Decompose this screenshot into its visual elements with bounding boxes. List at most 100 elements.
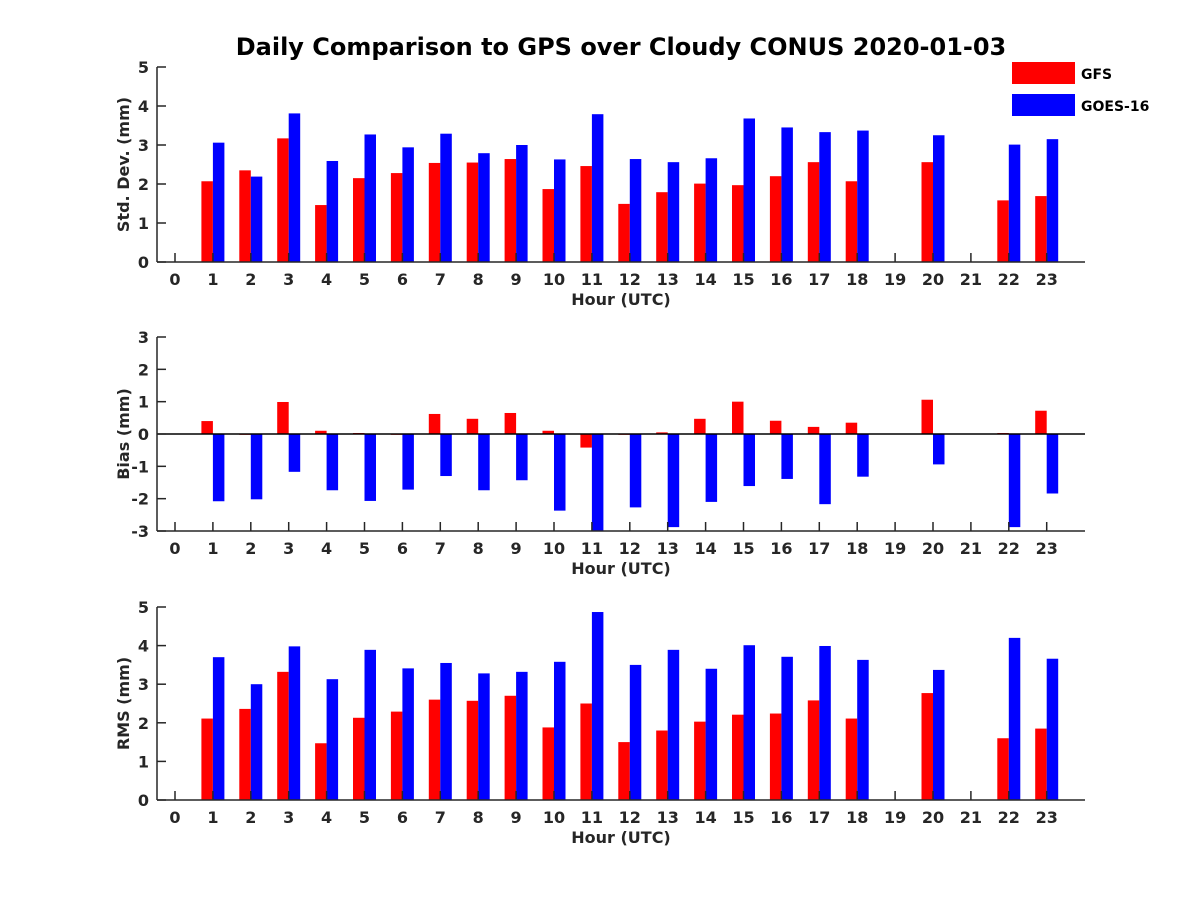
x-tick-label: 12 bbox=[619, 808, 641, 827]
bar-gfs-3 bbox=[277, 138, 289, 262]
y-tick-label: 4 bbox=[138, 97, 149, 116]
bar-gfs-1 bbox=[201, 718, 213, 800]
x-tick-label: 13 bbox=[657, 270, 679, 289]
x-tick-label: 3 bbox=[283, 808, 294, 827]
y-axis-label: RMS (mm) bbox=[114, 657, 133, 750]
bar-goes-16-12 bbox=[629, 159, 642, 262]
x-tick-label: 23 bbox=[1036, 808, 1058, 827]
bar-gfs-4 bbox=[315, 430, 327, 434]
y-tick-label: 0 bbox=[138, 425, 149, 444]
bar-gfs-16 bbox=[769, 176, 782, 262]
bar-gfs-9 bbox=[504, 159, 517, 262]
bar-gfs-12 bbox=[618, 742, 630, 800]
bar-goes-16-13 bbox=[667, 434, 680, 528]
bar-goes-16-15 bbox=[743, 118, 755, 262]
x-tick-label: 18 bbox=[846, 270, 868, 289]
bar-goes-16-23 bbox=[1046, 658, 1059, 800]
y-tick-label: 2 bbox=[138, 714, 149, 733]
x-tick-label: 7 bbox=[435, 808, 446, 827]
bar-gfs-1 bbox=[201, 421, 213, 434]
bar-gfs-18 bbox=[845, 718, 858, 800]
x-tick-label: 17 bbox=[808, 539, 830, 558]
x-tick-label: 13 bbox=[657, 539, 679, 558]
bar-gfs-2 bbox=[239, 170, 251, 262]
x-tick-label: 16 bbox=[770, 539, 792, 558]
x-tick-label: 6 bbox=[397, 539, 408, 558]
x-tick-label: 21 bbox=[960, 270, 982, 289]
x-tick-label: 3 bbox=[283, 539, 294, 558]
legend-label-gfs: GFS bbox=[1081, 67, 1112, 83]
x-tick-label: 10 bbox=[543, 270, 565, 289]
bar-gfs-7 bbox=[428, 699, 441, 800]
bar-goes-16-13 bbox=[667, 649, 680, 800]
bar-goes-16-20 bbox=[933, 434, 945, 465]
x-tick-label: 4 bbox=[321, 539, 332, 558]
x-tick-label: 3 bbox=[283, 270, 294, 289]
bar-gfs-14 bbox=[694, 183, 706, 262]
y-tick-label: 3 bbox=[138, 328, 149, 347]
bar-gfs-20 bbox=[921, 399, 933, 434]
x-tick-label: 6 bbox=[397, 808, 408, 827]
bar-gfs-3 bbox=[277, 401, 289, 434]
bar-goes-16-3 bbox=[288, 113, 301, 262]
legend-swatch-goes-16 bbox=[1012, 94, 1075, 116]
x-tick-label: 5 bbox=[359, 270, 370, 289]
bar-gfs-4 bbox=[315, 743, 327, 800]
bar-goes-16-8 bbox=[478, 153, 490, 262]
x-tick-label: 22 bbox=[998, 808, 1020, 827]
y-tick-label: 1 bbox=[138, 214, 149, 233]
bar-goes-16-9 bbox=[516, 671, 528, 800]
x-tick-label: 11 bbox=[581, 270, 603, 289]
x-tick-label: 2 bbox=[245, 539, 256, 558]
x-tick-label: 9 bbox=[511, 539, 522, 558]
y-tick-label: 5 bbox=[138, 58, 149, 77]
bar-goes-16-18 bbox=[857, 434, 869, 477]
y-tick-label: 1 bbox=[138, 752, 149, 771]
x-tick-label: 15 bbox=[732, 539, 754, 558]
y-tick-label: 2 bbox=[138, 360, 149, 379]
bar-goes-16-6 bbox=[402, 668, 414, 800]
x-tick-label: 21 bbox=[960, 808, 982, 827]
bar-goes-16-10 bbox=[554, 159, 566, 262]
x-tick-label: 0 bbox=[169, 270, 180, 289]
x-tick-label: 6 bbox=[397, 270, 408, 289]
bar-goes-16-14 bbox=[705, 434, 718, 502]
bar-goes-16-17 bbox=[819, 132, 831, 262]
x-tick-label: 2 bbox=[245, 808, 256, 827]
bar-goes-16-2 bbox=[250, 434, 263, 500]
bar-goes-16-17 bbox=[819, 645, 831, 800]
x-tick-label: 23 bbox=[1036, 270, 1058, 289]
x-tick-label: 15 bbox=[732, 270, 754, 289]
y-tick-label: 4 bbox=[138, 637, 149, 656]
bar-gfs-11 bbox=[580, 434, 592, 448]
bar-gfs-17 bbox=[807, 426, 820, 434]
x-tick-label: 8 bbox=[473, 270, 484, 289]
bar-gfs-9 bbox=[504, 695, 517, 800]
x-tick-label: 0 bbox=[169, 808, 180, 827]
bar-gfs-7 bbox=[428, 413, 441, 434]
x-tick-label: 1 bbox=[207, 270, 218, 289]
y-tick-label: -1 bbox=[131, 457, 149, 476]
bar-gfs-6 bbox=[390, 173, 403, 262]
x-tick-label: 13 bbox=[657, 808, 679, 827]
bar-goes-16-12 bbox=[629, 434, 642, 508]
bar-gfs-11 bbox=[580, 166, 592, 262]
bar-gfs-14 bbox=[694, 418, 706, 434]
bar-gfs-5 bbox=[353, 717, 365, 800]
bar-gfs-8 bbox=[466, 418, 479, 434]
bar-gfs-9 bbox=[504, 412, 517, 434]
bar-gfs-8 bbox=[466, 700, 479, 800]
bar-goes-16-23 bbox=[1046, 139, 1059, 262]
x-tick-label: 7 bbox=[435, 270, 446, 289]
y-tick-label: 0 bbox=[138, 253, 149, 272]
legend-label-goes-16: GOES-16 bbox=[1081, 99, 1149, 115]
x-axis-label: Hour (UTC) bbox=[571, 290, 671, 309]
bar-gfs-16 bbox=[769, 713, 782, 800]
x-tick-label: 1 bbox=[207, 808, 218, 827]
bar-goes-16-23 bbox=[1046, 434, 1059, 494]
bar-goes-16-20 bbox=[933, 135, 945, 262]
bar-goes-16-7 bbox=[440, 133, 452, 262]
